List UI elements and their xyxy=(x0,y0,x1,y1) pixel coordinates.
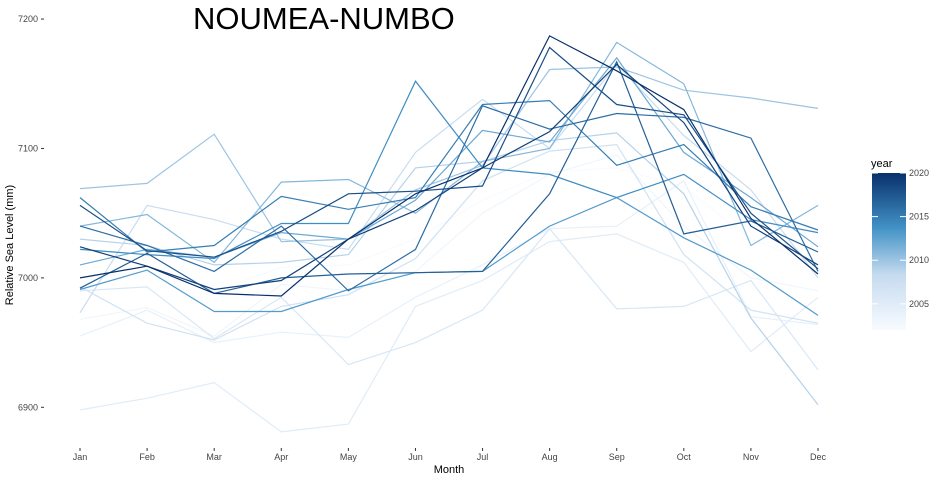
series-line-2011 xyxy=(79,41,819,264)
y-tick-label: 6900 xyxy=(18,402,38,412)
x-tick-label: Mar xyxy=(206,452,222,462)
series-line-2017 xyxy=(79,60,819,295)
series-line-2016 xyxy=(79,105,819,292)
series-line-2019 xyxy=(79,63,819,291)
x-tick-label: Oct xyxy=(677,452,692,462)
legend-tick-label: 2015 xyxy=(909,212,929,222)
series-line-2014 xyxy=(79,80,819,260)
legend-tick-label: 2020 xyxy=(909,168,929,178)
x-tick-label: Feb xyxy=(139,452,155,462)
series-line-2008 xyxy=(79,63,819,314)
x-tick-label: Sep xyxy=(609,452,625,462)
chart-title: NOUMEA-NUMBO xyxy=(193,1,455,36)
x-tick-label: Jan xyxy=(73,452,88,462)
y-axis-title: Relative Sea Level (mm) xyxy=(4,185,16,305)
x-axis: Jan Feb Mar Apr May Jun Jul Aug Sep Oct Nov Dec xyxy=(73,448,827,462)
x-tick-label: Nov xyxy=(743,452,760,462)
series-line-2005 xyxy=(79,233,819,433)
legend-tick-label: 2010 xyxy=(909,255,929,265)
legend-ticks: 2005 2010 2015 2020 xyxy=(872,168,929,309)
x-axis-title: Month xyxy=(434,464,465,476)
colorbar xyxy=(872,173,906,330)
x-tick-label: Dec xyxy=(810,452,827,462)
series-line-2015 xyxy=(79,99,819,253)
x-tick-label: May xyxy=(340,452,358,462)
x-tick-label: Apr xyxy=(274,452,288,462)
legend-tick-label: 2005 xyxy=(909,299,929,309)
series-line-2009 xyxy=(79,132,819,406)
year-legend: year 2005 2010 2015 2020 xyxy=(871,158,929,330)
x-tick-label: Jul xyxy=(477,452,489,462)
y-tick-label: 7000 xyxy=(18,273,38,283)
series-lines xyxy=(79,35,819,433)
series-line-2007 xyxy=(79,143,819,341)
x-tick-label: Aug xyxy=(542,452,558,462)
series-line-2020 xyxy=(79,35,819,297)
series-line-2006 xyxy=(79,227,819,371)
series-line-2003 xyxy=(79,154,819,337)
series-line-2012 xyxy=(79,56,819,266)
y-axis: 6900 7000 7100 7200 xyxy=(18,14,44,412)
x-tick-label: Jun xyxy=(408,452,423,462)
y-tick-label: 7100 xyxy=(18,143,38,153)
y-tick-label: 7200 xyxy=(18,14,38,24)
legend-title: year xyxy=(871,158,893,170)
